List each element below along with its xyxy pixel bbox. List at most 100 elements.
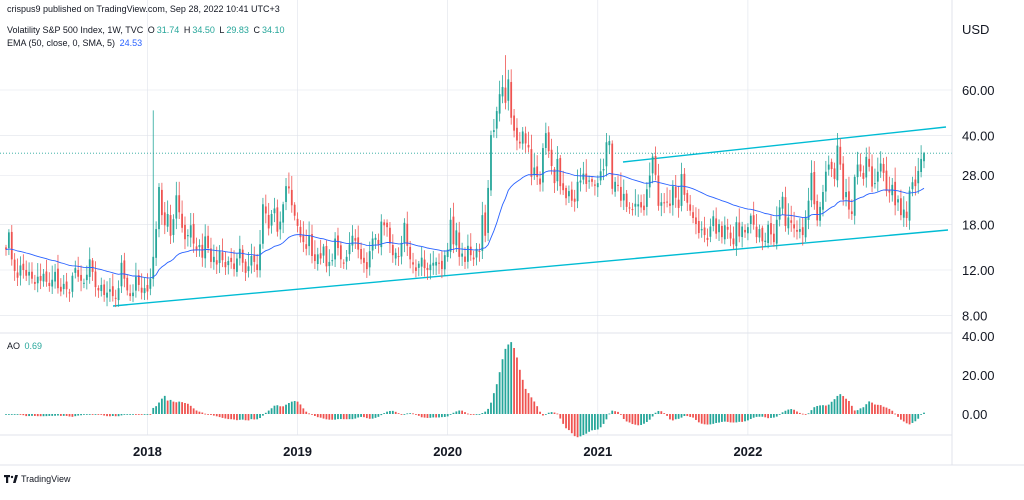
candle bbox=[712, 210, 715, 232]
candle-body bbox=[19, 265, 22, 276]
candle bbox=[163, 201, 166, 235]
ao-bar bbox=[120, 414, 123, 416]
ao-bar bbox=[406, 413, 409, 415]
candle-body bbox=[62, 283, 65, 290]
ao-bar bbox=[178, 401, 181, 414]
candle bbox=[74, 260, 77, 279]
candle-body bbox=[334, 238, 336, 260]
ao-bar bbox=[91, 414, 94, 415]
candle bbox=[706, 228, 709, 247]
candle-body bbox=[721, 225, 723, 238]
ohlc-open-value: 31.74 bbox=[156, 25, 180, 35]
candle bbox=[16, 258, 19, 286]
candle bbox=[85, 265, 88, 290]
candle-body bbox=[397, 256, 400, 258]
candle-body bbox=[400, 242, 403, 257]
candle bbox=[195, 237, 198, 257]
candle bbox=[495, 106, 498, 139]
ao-bar bbox=[885, 407, 888, 414]
price-axis: 60.00 40.00 28.00 18.00 12.00 8.00 bbox=[962, 83, 995, 323]
ao-bar bbox=[215, 414, 218, 417]
candle-body bbox=[527, 144, 530, 148]
ao-bar bbox=[536, 406, 539, 414]
candle bbox=[781, 191, 784, 216]
candle bbox=[135, 262, 137, 298]
ao-bar bbox=[770, 414, 772, 418]
candle-body bbox=[631, 209, 634, 211]
candle-body bbox=[345, 256, 348, 262]
candle-body bbox=[423, 259, 426, 269]
candle-body bbox=[311, 234, 313, 257]
candle bbox=[236, 253, 238, 277]
candle-body bbox=[738, 222, 741, 237]
candle bbox=[146, 273, 149, 300]
ao-bar bbox=[368, 414, 371, 419]
candle-body bbox=[97, 287, 100, 291]
candle bbox=[752, 201, 755, 230]
symbol-legend[interactable]: Volatility S&P 500 Index, 1W, TVC O 31.74… bbox=[7, 25, 288, 35]
ao-bar bbox=[443, 414, 446, 417]
ao-legend[interactable]: AO 0.69 bbox=[7, 341, 44, 351]
ao-bar bbox=[700, 414, 703, 424]
candle-body bbox=[582, 173, 585, 180]
candle bbox=[302, 221, 305, 253]
candle bbox=[874, 168, 876, 189]
ao-bar bbox=[380, 414, 383, 416]
ao-bar bbox=[218, 414, 221, 418]
candle-body bbox=[761, 227, 764, 242]
ao-bar bbox=[605, 414, 608, 420]
ao-bar bbox=[645, 414, 648, 422]
ao-bar bbox=[322, 414, 325, 419]
ao-bar bbox=[920, 414, 923, 415]
candle-body bbox=[897, 199, 899, 203]
ao-bar bbox=[184, 403, 186, 414]
ao-bar bbox=[622, 414, 625, 420]
candle-body bbox=[516, 127, 518, 141]
ao-bar bbox=[360, 414, 362, 417]
candle-body bbox=[585, 173, 588, 184]
candle bbox=[143, 277, 146, 301]
tradingview-footer[interactable]: TradingView bbox=[4, 474, 71, 484]
candle bbox=[198, 239, 201, 257]
candle-body bbox=[680, 174, 683, 206]
candle-body bbox=[492, 130, 495, 132]
candle-body bbox=[767, 224, 770, 244]
ao-bar bbox=[233, 414, 235, 420]
candle bbox=[729, 224, 732, 247]
ao-bar bbox=[845, 398, 847, 414]
ao-bar bbox=[371, 414, 374, 419]
candle bbox=[813, 161, 816, 210]
ao-bar bbox=[31, 414, 33, 416]
ao-bar bbox=[51, 414, 54, 416]
candle-body bbox=[570, 189, 573, 201]
candle-body bbox=[386, 222, 388, 228]
candle-body bbox=[371, 238, 374, 251]
candle-body bbox=[238, 248, 241, 259]
ao-bar bbox=[354, 414, 357, 419]
candle bbox=[796, 220, 798, 240]
candle bbox=[250, 243, 253, 274]
candle-body bbox=[244, 261, 247, 273]
candle-body bbox=[149, 278, 152, 289]
ao-bar bbox=[423, 414, 426, 418]
candle bbox=[316, 247, 319, 271]
candle bbox=[530, 134, 533, 186]
ao-bar bbox=[850, 405, 853, 414]
ao-bar bbox=[874, 404, 876, 414]
candle-body bbox=[163, 212, 166, 226]
ao-bar bbox=[651, 414, 654, 417]
candle-body bbox=[657, 175, 660, 206]
candle-body bbox=[700, 229, 703, 231]
candle bbox=[409, 240, 412, 269]
ema-legend[interactable]: EMA (50, close, 0, SMA, 5) 24.53 bbox=[7, 38, 144, 48]
candle bbox=[212, 244, 215, 270]
ao-bar bbox=[77, 414, 80, 416]
candle bbox=[669, 189, 671, 214]
ao-bar bbox=[403, 414, 406, 415]
candle-body bbox=[59, 286, 62, 292]
candle-body bbox=[120, 262, 123, 287]
candle-body bbox=[446, 249, 449, 258]
candle-body bbox=[885, 170, 888, 192]
candle-body bbox=[796, 229, 798, 232]
